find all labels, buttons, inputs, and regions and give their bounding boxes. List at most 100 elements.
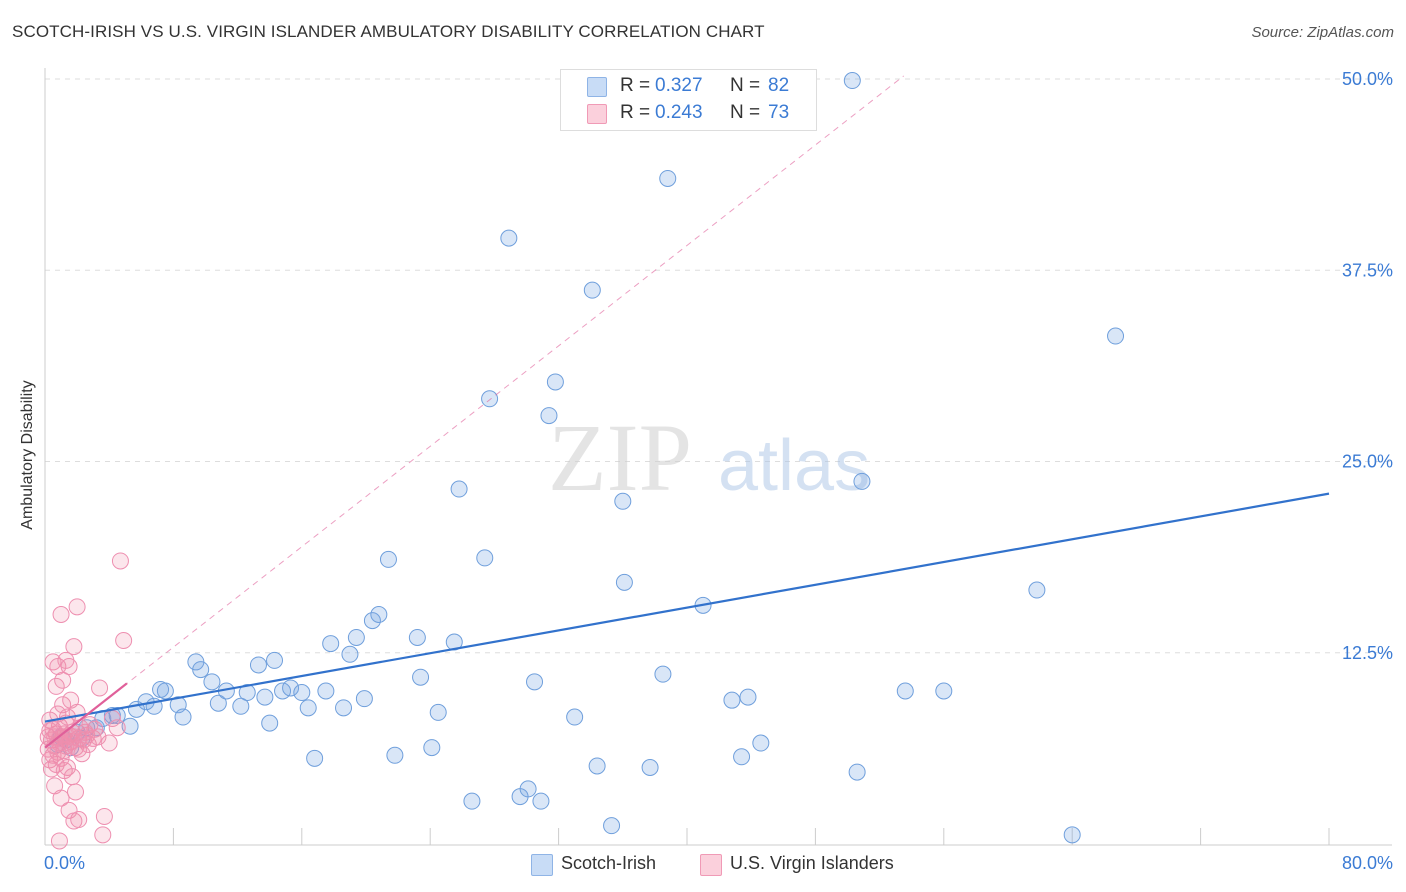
data-point-us-virgin-islanders	[81, 716, 99, 734]
data-point-scotch-irish	[935, 682, 953, 700]
data-point-scotch-irish	[238, 684, 256, 702]
data-point-scotch-irish	[322, 635, 340, 653]
data-point-us-virgin-islanders	[108, 719, 126, 737]
legend-label: Scotch-Irish	[561, 853, 657, 873]
data-point-scotch-irish	[566, 708, 584, 726]
data-point-scotch-irish	[519, 780, 537, 798]
data-point-scotch-irish	[1028, 581, 1046, 599]
data-point-us-virgin-islanders	[111, 552, 129, 570]
trend-line-us-virgin-islanders	[44, 75, 904, 749]
data-point-scotch-irish	[1107, 327, 1125, 345]
data-point-scotch-irish	[174, 708, 192, 726]
data-point-scotch-irish	[370, 606, 388, 623]
series-us-virgin-islanders	[39, 552, 133, 850]
trend-line-scotch-irish	[44, 492, 1330, 723]
y-tick-label: 50.0%	[1342, 69, 1393, 89]
data-point-scotch-irish	[317, 682, 335, 700]
tick-labels: 12.5% 25.0% 37.5% 50.0% 0.0% 80.0%	[44, 69, 1393, 873]
data-point-us-virgin-islanders	[44, 653, 62, 671]
data-point-scotch-irish	[299, 699, 317, 717]
data-point-scotch-irish	[293, 684, 311, 702]
data-point-scotch-irish	[500, 229, 518, 247]
source-note: Source: ZipAtlas.com	[1251, 24, 1394, 41]
data-point-scotch-irish	[476, 549, 494, 567]
chart-title: SCOTCH-IRISH VS U.S. VIRGIN ISLANDER AMB…	[12, 22, 765, 41]
data-point-scotch-irish	[723, 691, 741, 709]
data-point-scotch-irish	[583, 281, 601, 299]
data-point-us-virgin-islanders	[65, 638, 83, 656]
legend-n-label: N =	[730, 75, 761, 96]
data-point-us-virgin-islanders	[63, 768, 81, 786]
y-axis-label: Ambulatory Disability	[19, 380, 36, 530]
gridlines	[45, 78, 1392, 654]
data-point-us-virgin-islanders	[50, 832, 68, 850]
y-tick-label: 37.5%	[1342, 260, 1393, 280]
correlation-legend: R = 0.327 N = 82 R = 0.243 N = 73	[560, 69, 817, 131]
data-point-scotch-irish	[843, 72, 861, 90]
series-scotch-irish	[49, 72, 1125, 844]
data-point-us-virgin-islanders	[60, 658, 78, 676]
trend-lines	[44, 75, 1330, 749]
x-tick-label: 0.0%	[44, 853, 85, 873]
data-point-scotch-irish	[546, 373, 564, 391]
data-point-us-virgin-islanders	[70, 811, 88, 829]
data-point-scotch-irish	[423, 739, 441, 757]
data-point-scotch-irish	[306, 749, 324, 767]
data-point-us-virgin-islanders	[47, 677, 65, 695]
data-point-scotch-irish	[848, 763, 866, 781]
data-point-scotch-irish	[335, 699, 353, 717]
legend-swatch-blue	[587, 77, 607, 97]
legend-n-value: 82	[768, 75, 790, 96]
data-point-us-virgin-islanders	[54, 671, 72, 689]
data-point-scotch-irish	[532, 792, 550, 810]
legend-swatch-pink	[700, 854, 722, 876]
x-tick-label: 80.0%	[1342, 853, 1393, 873]
data-point-us-virgin-islanders	[52, 606, 70, 623]
data-point-us-virgin-islanders	[58, 759, 76, 776]
data-point-us-virgin-islanders	[91, 679, 109, 697]
data-point-scotch-irish	[249, 656, 267, 674]
data-point-scotch-irish	[733, 748, 751, 766]
data-point-scotch-irish	[752, 734, 770, 752]
data-point-scotch-irish	[614, 492, 632, 510]
legend-r-label: R =	[620, 102, 651, 123]
legend-n-label: N =	[730, 102, 761, 123]
data-point-scotch-irish	[1063, 826, 1081, 844]
data-point-scotch-irish	[232, 697, 250, 715]
data-point-scotch-irish	[481, 390, 499, 408]
data-point-scotch-irish	[108, 706, 126, 724]
data-point-scotch-irish	[256, 688, 274, 706]
data-point-scotch-irish	[412, 668, 430, 686]
legend-label: U.S. Virgin Islanders	[730, 853, 894, 873]
data-point-scotch-irish	[588, 757, 606, 775]
data-point-scotch-irish	[355, 690, 373, 708]
legend-n-value: 73	[768, 102, 790, 123]
axes	[44, 68, 1392, 846]
data-point-scotch-irish	[156, 682, 174, 700]
data-point-scotch-irish	[363, 612, 381, 630]
data-point-scotch-irish	[853, 472, 871, 490]
watermark-atlas: atlas	[718, 426, 870, 506]
legend-r-value: 0.327	[655, 75, 703, 96]
data-point-scotch-irish	[739, 688, 757, 706]
data-point-us-virgin-islanders	[94, 826, 112, 844]
data-point-us-virgin-islanders	[68, 598, 86, 616]
data-point-scotch-irish	[203, 673, 221, 691]
data-point-scotch-irish	[209, 694, 227, 712]
trend-line-us-virgin-islanders	[44, 682, 128, 749]
data-point-scotch-irish	[266, 651, 284, 669]
data-point-scotch-irish	[615, 573, 633, 591]
data-point-scotch-irish	[429, 703, 447, 721]
watermark-zip: ZIP	[548, 404, 692, 511]
data-point-scotch-irish	[386, 746, 404, 764]
data-point-us-virgin-islanders	[95, 807, 113, 825]
data-point-scotch-irish	[896, 682, 914, 700]
data-point-scotch-irish	[463, 792, 481, 810]
data-point-us-virgin-islanders	[66, 783, 84, 801]
data-point-scotch-irish	[408, 628, 426, 646]
y-tick-label: 12.5%	[1342, 643, 1393, 663]
data-point-us-virgin-islanders	[70, 740, 88, 758]
data-point-us-virgin-islanders	[52, 789, 70, 807]
data-point-scotch-irish	[282, 679, 300, 697]
